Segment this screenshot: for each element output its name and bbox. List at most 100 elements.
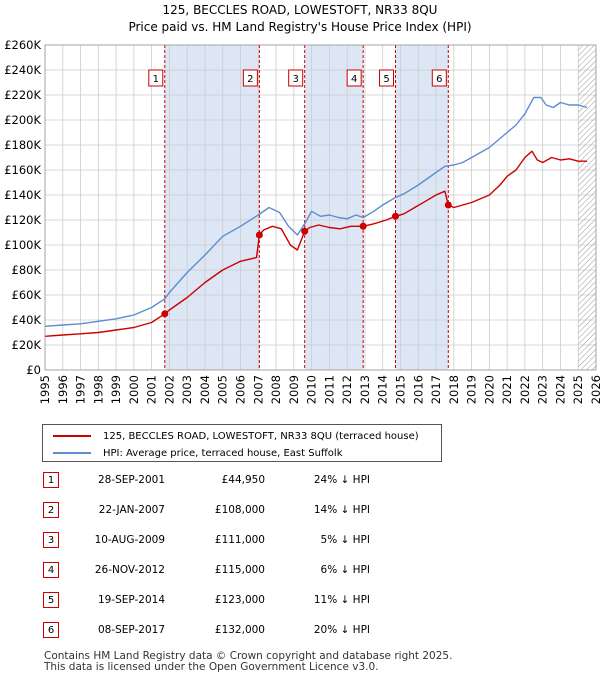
x-tick-label: 2000: [127, 375, 141, 404]
table-row: 3 10-AUG-2009 £111,000 5% ↓ HPI: [0, 530, 600, 554]
footer-copyright: Contains HM Land Registry data © Crown c…: [44, 650, 453, 662]
y-tick-label: £200K: [4, 113, 41, 127]
x-tick-label: 2011: [322, 375, 336, 404]
sale-hpi-diff: 11% ↓ HPI: [313, 594, 370, 606]
footer-licence: This data is licensed under the Open Gov…: [44, 661, 379, 673]
sale-marker: 2: [242, 69, 258, 87]
table-row: 1 28-SEP-2001 £44,950 24% ↓ HPI: [0, 470, 600, 494]
x-tick-label: 2020: [482, 375, 496, 404]
legend: 125, BECCLES ROAD, LOWESTOFT, NR33 8QU (…: [42, 424, 442, 462]
x-tick-label: 1998: [91, 375, 105, 404]
sale-marker-badge: 2: [43, 502, 59, 518]
sale-marker: 3: [288, 69, 304, 87]
sale-marker-box: [148, 69, 164, 87]
sale-point: [359, 222, 367, 230]
x-tick-label: 2002: [162, 375, 176, 404]
sale-periods-shading: [45, 45, 596, 370]
x-tick-label: 2001: [145, 375, 159, 404]
sale-hpi-diff: 24% ↓ HPI: [313, 474, 370, 486]
sale-hpi-diff: 14% ↓ HPI: [313, 504, 370, 516]
sale-marker-box: [242, 69, 258, 87]
y-tick-label: £100K: [4, 238, 41, 252]
legend-swatch-hpi: [53, 452, 91, 454]
legend-label-hpi: HPI: Average price, terraced house, East…: [103, 447, 343, 459]
forecast-hatch: [578, 45, 596, 370]
x-tick-label: 2012: [340, 375, 354, 404]
sale-price: £44,950: [221, 474, 265, 486]
y-tick-label: £120K: [4, 213, 41, 227]
sale-marker-badge: 5: [43, 592, 59, 608]
sale-points: [161, 201, 452, 318]
sale-point: [255, 231, 263, 239]
x-tick-label: 2010: [305, 375, 319, 404]
sale-marker: 1: [148, 69, 164, 87]
y-tick-label: £240K: [4, 63, 41, 77]
y-tick-label: £40K: [12, 313, 42, 327]
sale-marker-label: 6: [436, 74, 442, 85]
sale-date: 19-SEP-2014: [97, 594, 165, 606]
legend-swatch-property: [53, 435, 91, 437]
x-tick-label: 2022: [518, 375, 532, 404]
sale-price: £111,000: [214, 534, 265, 546]
sale-marker-label: 3: [292, 74, 298, 85]
sale-price: £115,000: [214, 564, 265, 576]
sale-marker-badge: 3: [43, 532, 59, 548]
shaded-period: [304, 45, 364, 370]
y-tick-label: £260K: [4, 38, 41, 52]
sale-marker-box: [288, 69, 304, 87]
sale-marker-label: 2: [247, 74, 253, 85]
price-chart: 125, BECCLES ROAD, LOWESTOFT, NR33 8QU P…: [4, 3, 600, 404]
x-tick-label: 2021: [500, 375, 514, 404]
sale-marker-badge: 6: [43, 622, 59, 638]
x-tick-label: 2023: [536, 375, 550, 404]
y-tick-label: £60K: [12, 288, 42, 302]
x-tick-label: 1995: [38, 375, 52, 404]
axes: £0 £20K £40K £60K £80K £100K £120K £140K £160K £1…: [4, 38, 600, 404]
sale-date: 26-NOV-2012: [94, 564, 165, 576]
shaded-period: [395, 45, 449, 370]
sale-date: 22-JAN-2007: [98, 504, 165, 516]
x-tick-label: 2018: [447, 375, 461, 404]
x-tick-label: 2005: [216, 375, 230, 404]
y-tick-label: £0: [26, 363, 41, 377]
x-tick-label: 1999: [109, 375, 123, 404]
x-tick-label: 2024: [553, 375, 567, 404]
x-tick-label: 2009: [287, 375, 301, 404]
sale-marker: 4: [346, 69, 362, 87]
x-tick-label: 1997: [74, 375, 88, 404]
sale-marker-label: 4: [351, 74, 357, 85]
y-tick-label: £140K: [4, 188, 41, 202]
x-tick-label: 2017: [429, 375, 443, 404]
series-lines: [44, 96, 588, 337]
sale-hpi-diff: 6% ↓ HPI: [320, 564, 370, 576]
sale-marker-box: [346, 69, 362, 87]
x-tick-label: 2015: [393, 375, 407, 404]
legend-item-property: 125, BECCLES ROAD, LOWESTOFT, NR33 8QU (…: [43, 428, 419, 444]
sale-marker-label: 1: [153, 74, 159, 85]
x-tick-label: 2004: [198, 375, 212, 404]
x-tick-label: 2007: [251, 375, 265, 404]
sale-date: 28-SEP-2001: [97, 474, 165, 486]
sale-marker-badge: 1: [43, 472, 59, 488]
property-price-line: [44, 150, 588, 337]
x-tick-label: 2003: [180, 375, 194, 404]
sale-hpi-diff: 5% ↓ HPI: [320, 534, 370, 546]
hpi-line: [44, 96, 588, 327]
chart-title: 125, BECCLES ROAD, LOWESTOFT, NR33 8QU: [163, 3, 438, 17]
table-row: 4 26-NOV-2012 £115,000 6% ↓ HPI: [0, 560, 600, 584]
y-tick-label: £80K: [12, 263, 42, 277]
sale-marker: 5: [379, 69, 395, 87]
x-tick-label: 2008: [269, 375, 283, 404]
sale-marker-box: [379, 69, 395, 87]
sale-point: [444, 201, 452, 209]
hatched-region: [578, 45, 596, 370]
x-tick-label: 2019: [465, 375, 479, 404]
legend-item-hpi: HPI: Average price, terraced house, East…: [43, 445, 343, 461]
sale-point: [301, 227, 309, 235]
sale-price: £108,000: [214, 504, 265, 516]
sale-point: [392, 212, 400, 220]
sale-marker: 6: [431, 69, 447, 87]
legend-label-property: 125, BECCLES ROAD, LOWESTOFT, NR33 8QU (…: [103, 430, 419, 442]
sale-price: £123,000: [214, 594, 265, 606]
table-row: 2 22-JAN-2007 £108,000 14% ↓ HPI: [0, 500, 600, 524]
